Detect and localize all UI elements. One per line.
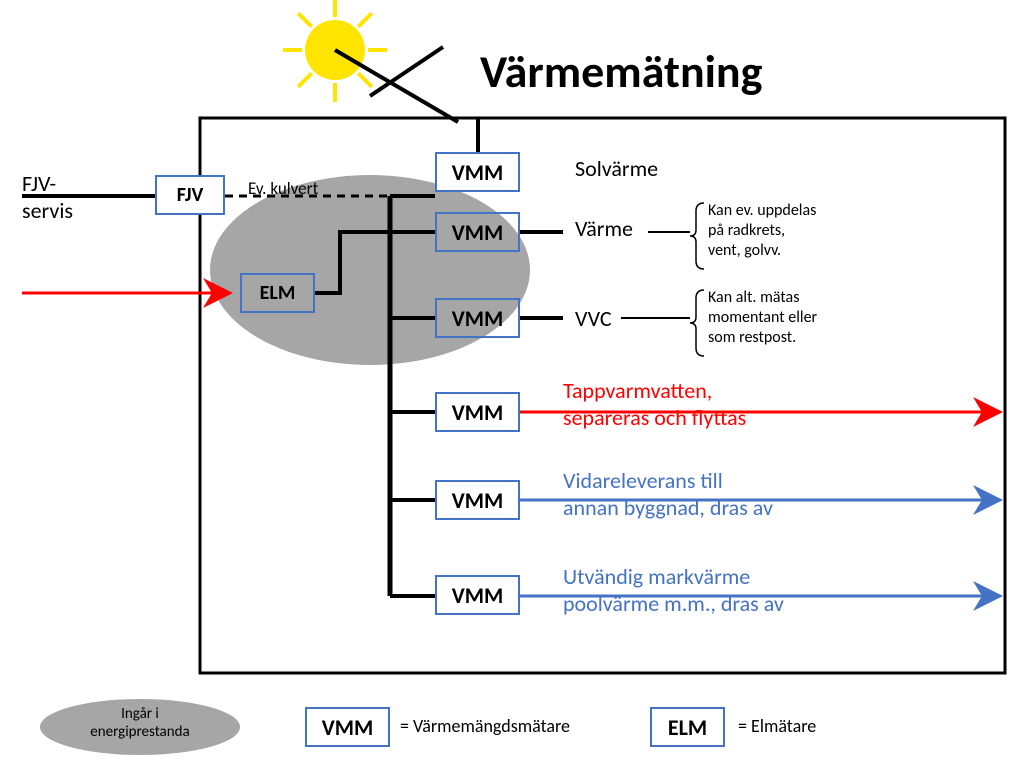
- box-vmm_vvc: VMM: [435, 298, 520, 338]
- sun-ray: [298, 73, 311, 86]
- box-vmm_varme: VMM: [435, 212, 520, 252]
- note-line: Kan ev. uppdelas: [708, 201, 816, 221]
- note-line: momentant eller: [708, 308, 817, 328]
- solar-panel-connector: [335, 50, 458, 122]
- box-fjv: FJV: [155, 175, 225, 215]
- legend-vmm-box: VMM: [305, 707, 390, 747]
- note-line: på radkrets,: [708, 221, 816, 241]
- box-vmm_vidare: VMM: [435, 480, 520, 520]
- label-utv: Utvändig markvärme poolvärme m.m., dras …: [563, 563, 784, 617]
- legend-elm-text: = Elmätare: [738, 715, 816, 737]
- label-tapp: Tappvarmvatten, separeras och flyttas: [563, 377, 746, 431]
- label-vvc: VVC: [575, 305, 612, 332]
- sun-ray: [358, 73, 371, 86]
- label-fjv_servis: FJV- servis: [22, 170, 73, 224]
- note-line: som restpost.: [708, 328, 817, 348]
- note-note_varme: Kan ev. uppdelaspå radkrets,vent, golvv.: [708, 201, 816, 261]
- legend-ellipse-text: Ingår i energiprestanda: [40, 705, 240, 741]
- label-varme: Värme: [575, 215, 633, 242]
- sun-ray: [358, 13, 371, 26]
- box-vmm_utv: VMM: [435, 575, 520, 615]
- note-line: vent, golvv.: [708, 241, 816, 261]
- legend-elm-box: ELM: [650, 707, 725, 747]
- note-note_vvc: Kan alt. mätasmomentant ellersom restpos…: [708, 288, 817, 348]
- bracket-icon: [690, 203, 704, 269]
- diagram-title: Värmemätning: [480, 44, 762, 100]
- label-vidare: Vidareleverans till annan byggnad, dras …: [563, 467, 773, 521]
- legend-vmm-text: = Värmemängdsmätare: [400, 715, 570, 737]
- bracket-icon: [690, 290, 704, 356]
- box-vmm_sol: VMM: [435, 152, 520, 192]
- label-solvarme: Solvärme: [575, 155, 658, 182]
- sun-ray: [298, 13, 311, 26]
- solar-panel-bar: [370, 47, 443, 96]
- box-vmm_tapp: VMM: [435, 392, 520, 432]
- box-elm: ELM: [240, 273, 315, 313]
- note-line: Kan alt. mätas: [708, 288, 817, 308]
- label-ev_kulvert: Ev. kulvert: [248, 178, 318, 199]
